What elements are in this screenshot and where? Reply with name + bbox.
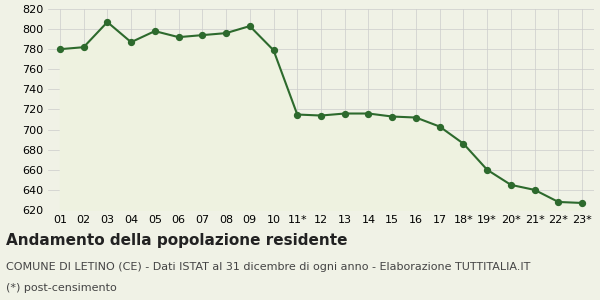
Point [577, 201, 587, 206]
Point [269, 48, 278, 52]
Point [530, 188, 539, 192]
Text: COMUNE DI LETINO (CE) - Dati ISTAT al 31 dicembre di ogni anno - Elaborazione TU: COMUNE DI LETINO (CE) - Dati ISTAT al 31… [6, 262, 530, 272]
Point [292, 112, 302, 117]
Point [506, 182, 516, 187]
Point [150, 29, 160, 34]
Text: (*) post-censimento: (*) post-censimento [6, 283, 117, 293]
Point [174, 35, 184, 40]
Point [364, 111, 373, 116]
Point [316, 113, 326, 118]
Point [411, 115, 421, 120]
Point [554, 200, 563, 204]
Point [79, 45, 88, 50]
Point [126, 40, 136, 45]
Point [388, 114, 397, 119]
Point [340, 111, 350, 116]
Point [103, 20, 112, 25]
Point [197, 33, 207, 38]
Point [458, 141, 468, 146]
Text: Andamento della popolazione residente: Andamento della popolazione residente [6, 232, 347, 247]
Point [221, 31, 231, 35]
Point [435, 124, 445, 129]
Point [482, 167, 492, 172]
Point [55, 47, 65, 52]
Point [245, 24, 254, 28]
